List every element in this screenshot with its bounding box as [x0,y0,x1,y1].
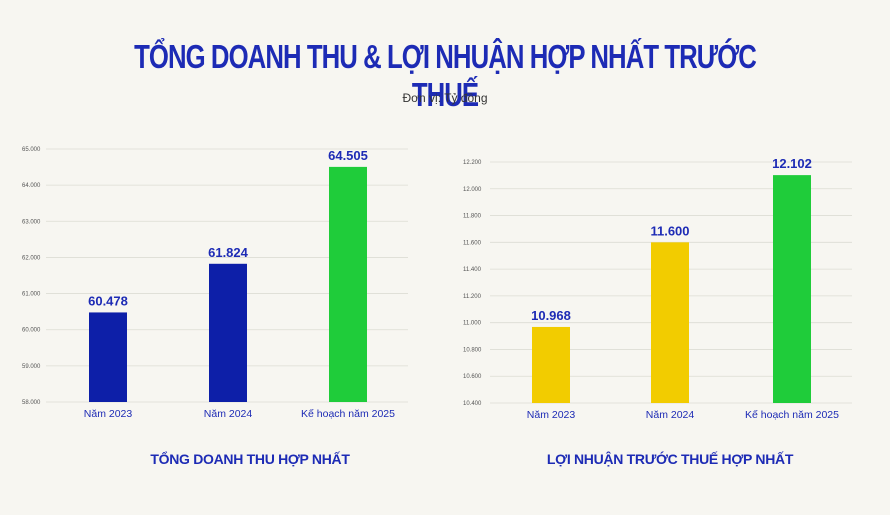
profit-bar [532,326,570,403]
revenue-data-label: 60.478 [88,293,128,308]
revenue-y-tick-label: 61.000 [22,292,41,298]
revenue-chart-title: TỔNG DOANH THU HỢP NHẤT [150,451,350,467]
profit-y-tick-label: 11.000 [463,321,482,327]
revenue-data-label: 64.505 [328,148,368,163]
profit-data-label: 10.968 [531,308,571,323]
profit-x-tick-label: Năm 2024 [646,409,695,421]
revenue-y-tick-label: 65.000 [22,147,41,153]
profit-x-tick-label: Năm 2023 [527,409,576,421]
unit-note: Đơn vị: Tỷ đồng [402,91,488,105]
revenue-y-tick-label: 59.000 [22,364,41,370]
profit-bar [773,175,811,403]
profit-y-tick-label: 11.800 [463,214,482,220]
revenue-data-label: 61.824 [208,245,249,260]
revenue-y-tick-label: 62.000 [22,255,41,261]
revenue-y-tick-label: 60.000 [22,328,41,334]
revenue-bar [329,166,367,402]
profit-y-tick-label: 11.200 [463,294,482,300]
revenue-x-tick-label: Năm 2024 [204,408,253,420]
profit-data-label: 11.600 [650,223,689,238]
profit-y-tick-label: 11.400 [463,267,482,273]
profit-data-label: 12.102 [772,156,812,171]
profit-y-tick-label: 12.000 [463,187,482,193]
revenue-y-tick-label: 64.000 [22,183,41,189]
profit-bar [651,242,689,403]
profit-x-tick-label: Kế hoạch năm 2025 [745,409,839,421]
revenue-bar [89,312,127,402]
profit-y-tick-label: 12.200 [463,160,482,166]
profit-y-tick-label: 10.600 [463,374,482,380]
profit-chart-title: LỢI NHUẬN TRƯỚC THUẾ HỢP NHẤT [546,451,794,467]
revenue-bar [209,263,247,402]
revenue-x-tick-label: Năm 2023 [84,408,133,420]
revenue-y-tick-label: 63.000 [22,219,41,225]
profit-y-tick-label: 11.600 [463,240,482,246]
revenue-chart: 58.000 59.000 60.000 61.000 62.000 63.000 64.0… [22,147,408,420]
revenue-y-tick-label: 58.000 [22,400,41,406]
profit-y-tick-label: 10.400 [463,401,482,407]
page-title: TỔNG DOANH THU & LỢI NHUẬN HỢP NHẤT TRƯỚ… [134,38,757,113]
profit-y-tick-label: 10.800 [463,347,482,353]
revenue-x-tick-label: Kế hoạch năm 2025 [301,408,395,420]
